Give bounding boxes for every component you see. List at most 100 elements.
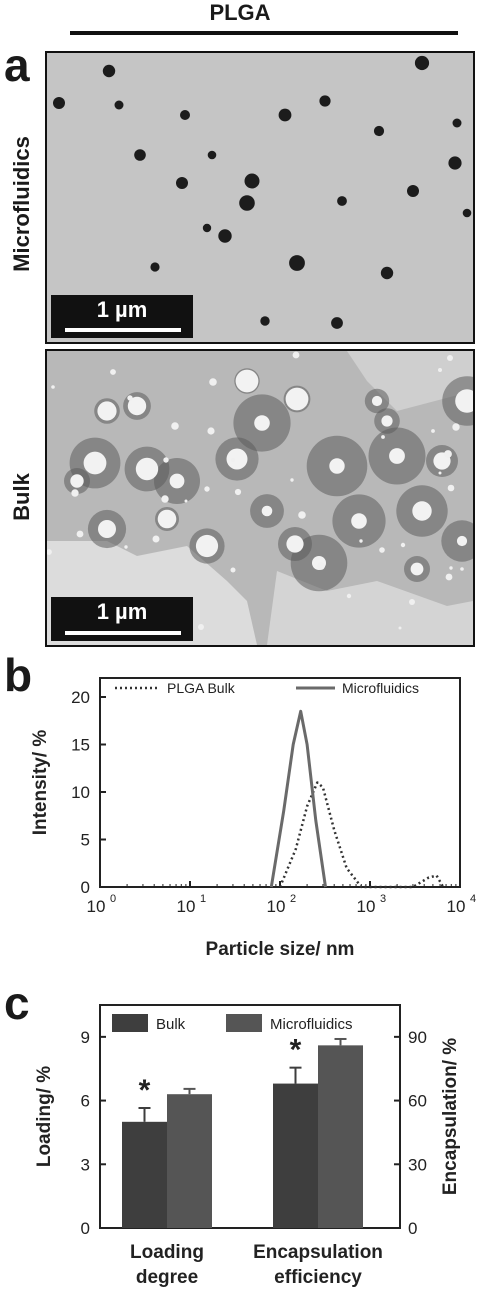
small-nanoparticle [398, 626, 402, 630]
small-nanoparticle [431, 429, 435, 433]
nanoparticle [260, 316, 270, 326]
x-tick-label: 10 [87, 897, 106, 916]
nanoparticle [351, 513, 367, 529]
small-nanoparticle [127, 395, 133, 401]
bar-microfluidics [167, 1094, 212, 1228]
nanoparticle [456, 535, 468, 547]
microfluidics-label: Microfluidics [9, 136, 34, 272]
nanoparticle [331, 317, 343, 329]
bulk-label-wrap: Bulk [0, 420, 44, 570]
nanoparticle [462, 208, 472, 218]
nanoparticle [218, 229, 232, 243]
bar-bulk [122, 1121, 167, 1228]
nanoparticle [319, 95, 331, 107]
small-nanoparticle [346, 593, 352, 599]
panel-a-letter: a [4, 39, 30, 91]
title-underline [70, 31, 458, 35]
small-nanoparticle [124, 545, 128, 549]
small-nanoparticle [198, 624, 204, 630]
small-nanoparticle [230, 457, 236, 463]
nanoparticle [239, 195, 255, 211]
small-nanoparticle [234, 488, 242, 496]
x-tick-exponent: 2 [290, 893, 296, 905]
bar-bulk [273, 1083, 318, 1228]
small-nanoparticle [110, 369, 116, 375]
small-nanoparticle [438, 471, 442, 475]
nanoparticle [448, 156, 462, 170]
scale-bar-label: 1 µm [96, 599, 148, 624]
x-tick-exponent: 3 [380, 893, 386, 905]
x-tick-label: 10 [357, 897, 376, 916]
small-nanoparticle [207, 427, 215, 435]
y-axis-label-left: Loading/ % [34, 1066, 55, 1167]
scale-bar-microfluidics: 1 µm [51, 295, 193, 338]
legend-swatch-microfluidics [226, 1014, 262, 1032]
small-nanoparticle [204, 486, 210, 492]
y-tick-label: 15 [71, 736, 90, 755]
small-nanoparticle [298, 511, 306, 519]
nanoparticle [455, 389, 473, 413]
nanoparticle [202, 223, 212, 233]
x-tick-exponent: 1 [200, 893, 206, 905]
nanoparticle [452, 118, 462, 128]
small-nanoparticle [184, 499, 188, 503]
small-nanoparticle [163, 457, 169, 463]
nanoparticle [53, 97, 65, 109]
small-nanoparticle [171, 422, 179, 430]
legend-swatch-bulk [112, 1014, 148, 1032]
nanoparticle [157, 509, 177, 529]
nanoparticle [410, 562, 424, 576]
series-line-bulk [278, 781, 445, 889]
small-nanoparticle [447, 484, 455, 492]
small-nanoparticle [47, 549, 52, 555]
y-tick-label-right: 90 [408, 1028, 427, 1047]
nanoparticle [254, 415, 270, 431]
nanoparticle [329, 458, 345, 474]
nanoparticle [414, 55, 430, 71]
x-tick-exponent: 4 [470, 893, 476, 905]
small-nanoparticle [51, 385, 55, 389]
plot-frame [99, 1004, 401, 1229]
small-nanoparticle [209, 378, 217, 386]
nanoparticle [134, 149, 146, 161]
nanoparticle [180, 110, 190, 120]
nanoparticle [261, 505, 273, 517]
scale-bar-bulk: 1 µm [51, 597, 193, 641]
y-tick-label-left: 6 [81, 1092, 90, 1111]
scale-bar-line [65, 631, 181, 635]
significance-marker: * [290, 1034, 302, 1067]
scale-bar-line [65, 328, 181, 332]
small-nanoparticle [290, 478, 294, 482]
nanoparticle [114, 100, 124, 110]
x-category-label: degree [136, 1267, 198, 1288]
nanoparticle [337, 196, 347, 206]
small-nanoparticle [230, 567, 236, 573]
nanoparticle [371, 395, 383, 407]
nanoparticle [407, 185, 419, 197]
small-nanoparticle [359, 539, 363, 543]
nanoparticle [380, 266, 394, 280]
nanoparticle [278, 108, 292, 122]
microfluidics-label-wrap: Microfluidics [0, 115, 44, 295]
nanoparticle [195, 534, 219, 558]
small-nanoparticle [381, 435, 385, 439]
tem-image-bulk: 1 µm [45, 349, 475, 647]
micrograph-light-region [347, 351, 473, 411]
significance-marker: * [139, 1074, 151, 1107]
nanoparticle [176, 177, 188, 189]
y-axis-label-right: Encapsulation/ % [440, 1038, 461, 1195]
nanoparticle [70, 474, 84, 488]
panel-b-letter: b [4, 649, 33, 701]
small-nanoparticle [444, 450, 452, 458]
nanoparticle [150, 262, 160, 272]
scale-bar-label: 1 µm [96, 297, 148, 322]
small-nanoparticle [379, 547, 385, 553]
nanoparticle [98, 520, 116, 538]
y-tick-label-right: 60 [408, 1092, 427, 1111]
plot-frame [99, 677, 461, 888]
x-tick-label: 10 [267, 897, 286, 916]
nanoparticle [226, 448, 248, 470]
small-nanoparticle [449, 566, 453, 570]
